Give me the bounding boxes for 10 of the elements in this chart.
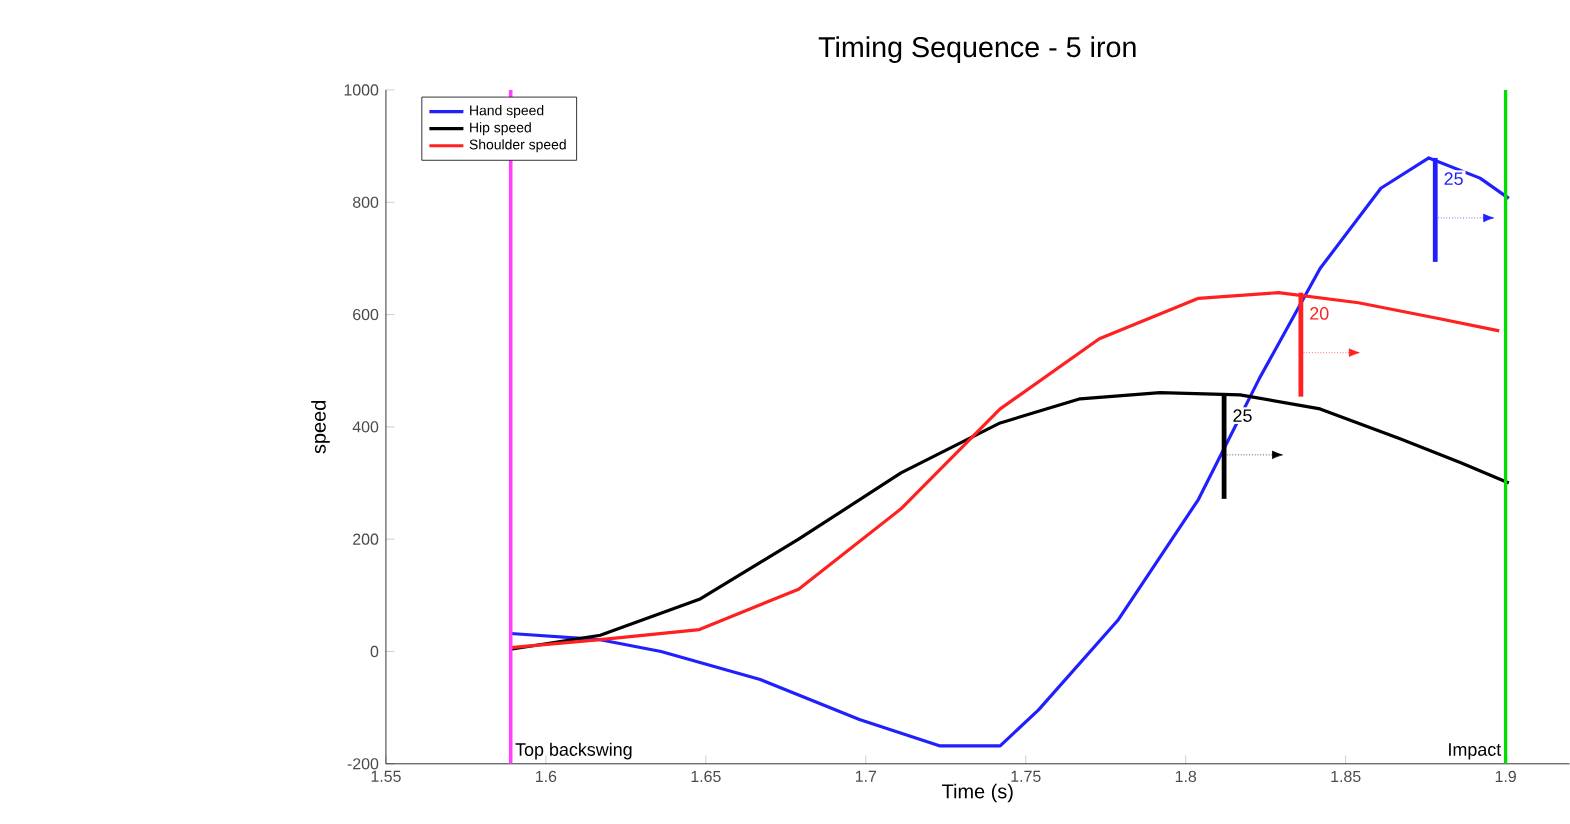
ref-line-label: Top backswing [515,742,632,760]
y-axis-title: speed [311,401,330,454]
annotation: 25 [1444,172,1463,186]
ref-line-label: Impact [1449,743,1502,760]
annotation: 25 [1233,409,1252,423]
line-series [509,291,1501,650]
chart-title: Timing Sequence - 5 iron [818,36,1136,64]
line-series [509,391,1511,651]
annotation: 20 [1310,307,1329,320]
x-axis-title: Time (s) [942,783,1013,803]
